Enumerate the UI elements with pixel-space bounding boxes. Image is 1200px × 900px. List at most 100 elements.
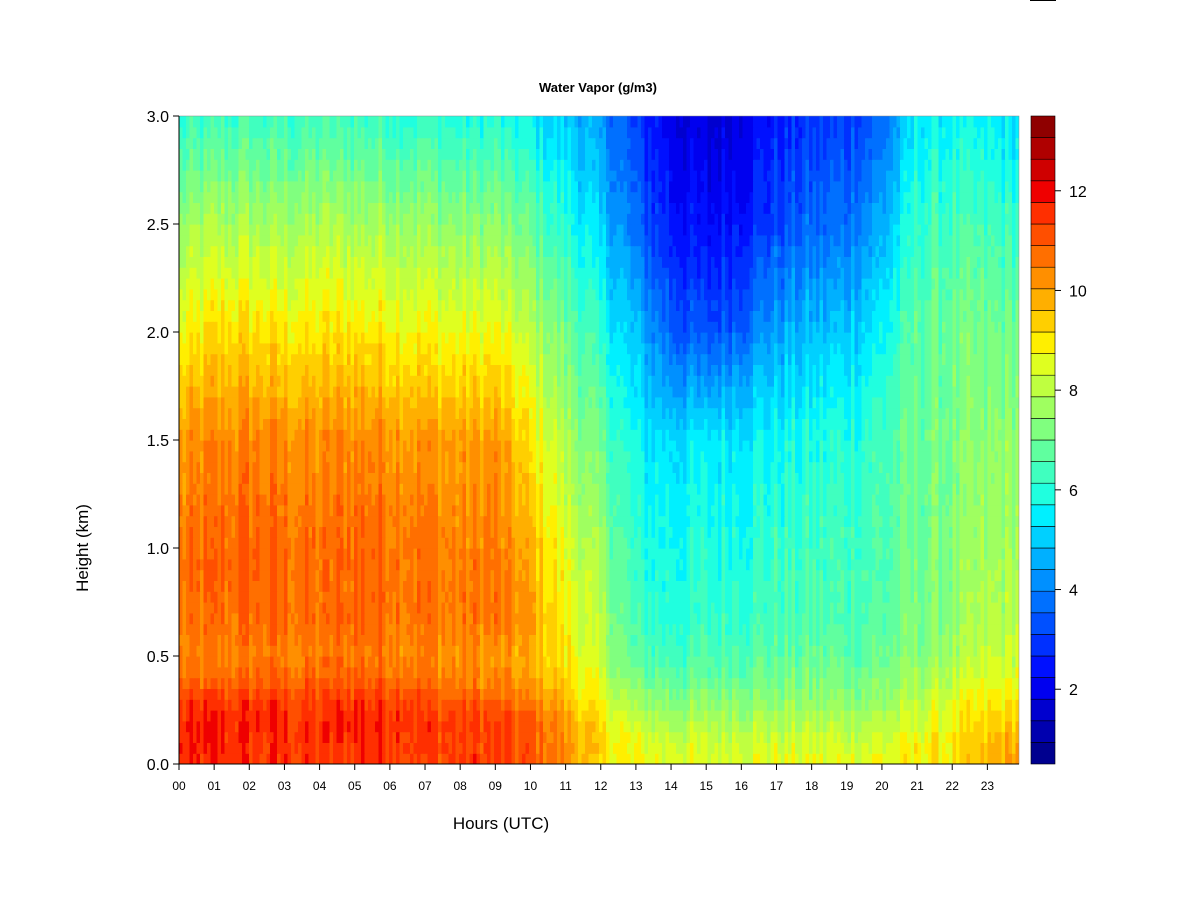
heatmap-cell [693, 591, 698, 603]
heatmap-cell [375, 537, 380, 549]
heatmap-cell [721, 720, 726, 733]
heatmap-cell [844, 753, 849, 764]
heatmap-cell [256, 656, 261, 668]
heatmap-cell [392, 591, 397, 603]
heatmap-cell [784, 645, 789, 657]
heatmap-cell [805, 688, 810, 700]
heatmap-cell [686, 710, 691, 722]
heatmap-cell [546, 753, 551, 764]
heatmap-cell [340, 548, 345, 560]
heatmap-cell [270, 677, 275, 689]
heatmap-cell [749, 569, 754, 581]
heatmap-cell [777, 688, 782, 700]
heatmap-cell [914, 720, 919, 733]
heatmap-cell [546, 569, 551, 581]
heatmap-cell [459, 602, 464, 614]
heatmap-cell [875, 548, 880, 560]
heatmap-cell [186, 710, 191, 722]
heatmap-cell [357, 710, 362, 722]
heatmap-cell [564, 656, 569, 668]
heatmap-cell [837, 602, 842, 614]
heatmap-cell [858, 612, 863, 625]
heatmap-cell [833, 623, 838, 635]
heatmap-cell [840, 558, 845, 571]
heatmap-cell [861, 558, 866, 571]
heatmap-cell [742, 731, 747, 743]
heatmap-cell [977, 548, 982, 560]
heatmap-cell [791, 537, 796, 549]
heatmap-cell [746, 634, 751, 646]
heatmap-cell [427, 666, 432, 679]
heatmap-cell [207, 580, 212, 592]
heatmap-cell [193, 645, 198, 657]
heatmap-cell [907, 580, 912, 592]
heatmap-cell [200, 731, 205, 743]
heatmap-cell [525, 720, 530, 733]
heatmap-cell [886, 731, 891, 743]
heatmap-cell [340, 612, 345, 625]
heatmap-cell [931, 720, 936, 733]
heatmap-cell [326, 742, 331, 754]
heatmap-cell [798, 699, 803, 711]
heatmap-cell [375, 699, 380, 711]
heatmap-cell [389, 602, 394, 614]
heatmap-cell [700, 656, 705, 668]
heatmap-cell [294, 666, 299, 679]
heatmap-cell [921, 645, 926, 657]
heatmap-cell [830, 569, 835, 581]
heatmap-cell [319, 753, 324, 764]
heatmap-cell [511, 548, 516, 560]
heatmap-cell [228, 537, 233, 549]
heatmap-cell [431, 666, 436, 679]
heatmap-cell [287, 569, 292, 581]
heatmap-cell [539, 580, 544, 592]
heatmap-cell [508, 580, 513, 592]
heatmap-cell [214, 548, 219, 560]
heatmap-cell [837, 612, 842, 625]
heatmap-cell [249, 656, 254, 668]
heatmap-cell [417, 612, 422, 625]
heatmap-cell [396, 688, 401, 700]
heatmap-cell [959, 591, 964, 603]
heatmap-cell [725, 699, 730, 711]
heatmap-cell [214, 602, 219, 614]
heatmap-cell [368, 591, 373, 603]
heatmap-cell [511, 710, 516, 722]
heatmap-cell [851, 699, 856, 711]
heatmap-cell [203, 731, 208, 743]
heatmap-cell [294, 591, 299, 603]
heatmap-cell [329, 742, 334, 754]
heatmap-cell [207, 731, 212, 743]
heatmap-cell [651, 753, 656, 764]
heatmap-cell [238, 688, 243, 700]
heatmap-cell [553, 558, 558, 571]
heatmap-cell [448, 580, 453, 592]
heatmap-cell [217, 666, 222, 679]
heatmap-cell [868, 656, 873, 668]
heatmap-cell [854, 699, 859, 711]
heatmap-cell [686, 656, 691, 668]
heatmap-cell [1001, 612, 1006, 625]
heatmap-cell [1005, 677, 1010, 689]
heatmap-cell [949, 677, 954, 689]
heatmap-cell [515, 731, 520, 743]
heatmap-cell [907, 602, 912, 614]
heatmap-cell [770, 645, 775, 657]
heatmap-cell [732, 699, 737, 711]
heatmap-cell [263, 591, 268, 603]
heatmap-cell [396, 710, 401, 722]
heatmap-cell [504, 548, 509, 560]
heatmap-cell [634, 548, 639, 560]
heatmap-cell [182, 623, 187, 635]
heatmap-cell [1012, 623, 1017, 635]
heatmap-cell [665, 569, 670, 581]
heatmap-cell [189, 569, 194, 581]
heatmap-cell [676, 634, 681, 646]
heatmap-cell [711, 720, 716, 733]
heatmap-cell [581, 623, 586, 635]
heatmap-cell [469, 731, 474, 743]
heatmap-cell [490, 645, 495, 657]
heatmap-cell [914, 634, 919, 646]
heatmap-cell [441, 548, 446, 560]
heatmap-cell [406, 558, 411, 571]
